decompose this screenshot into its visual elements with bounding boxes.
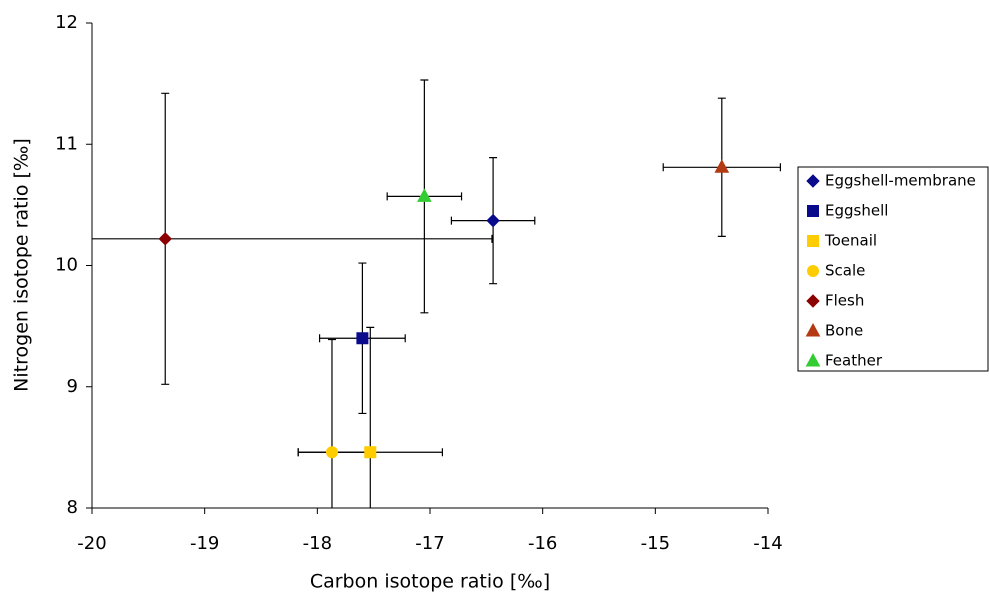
y-tick-label: 8 <box>67 497 78 518</box>
x-tick-label: -14 <box>753 533 782 554</box>
legend-marker <box>806 294 820 308</box>
marker <box>325 446 338 459</box>
legend-marker <box>805 352 821 367</box>
legend-label: Feather <box>825 352 883 370</box>
y-tick-label: 9 <box>67 376 78 397</box>
x-axis-title: Carbon isotope ratio [‰] <box>310 571 550 593</box>
y-tick-label: 10 <box>55 255 78 276</box>
legend-marker <box>805 322 821 337</box>
marker <box>714 159 730 173</box>
x-tick-label: -16 <box>528 533 557 554</box>
y-tick-label: 11 <box>55 133 78 154</box>
legend-marker <box>806 174 820 188</box>
legend-label: Eggshell <box>825 202 888 220</box>
legend-marker <box>807 205 819 217</box>
x-tick-label: -15 <box>641 533 670 554</box>
marker <box>364 446 377 459</box>
legend-label: Eggshell-membrane <box>825 172 976 190</box>
y-axis-title: Nitrogen isotope ratio [‰] <box>11 138 33 392</box>
legend-label: Bone <box>825 322 863 340</box>
marker <box>158 232 172 246</box>
legend-label: Toenail <box>824 232 877 250</box>
x-error-bar <box>92 234 493 243</box>
x-tick-label: -20 <box>77 533 106 554</box>
marker <box>417 188 432 202</box>
legend-marker <box>807 235 819 247</box>
x-tick-label: -19 <box>190 533 219 554</box>
x-tick-label: -18 <box>303 533 332 554</box>
legend-label: Scale <box>825 262 865 280</box>
plot-area <box>92 79 781 508</box>
y-tick-label: 12 <box>55 12 78 33</box>
legend-box <box>797 166 989 372</box>
legend-marker <box>807 265 819 277</box>
marker <box>356 332 369 345</box>
marker <box>486 213 500 228</box>
x-tick-label: -17 <box>415 533 444 554</box>
legend-label: Flesh <box>825 292 864 310</box>
